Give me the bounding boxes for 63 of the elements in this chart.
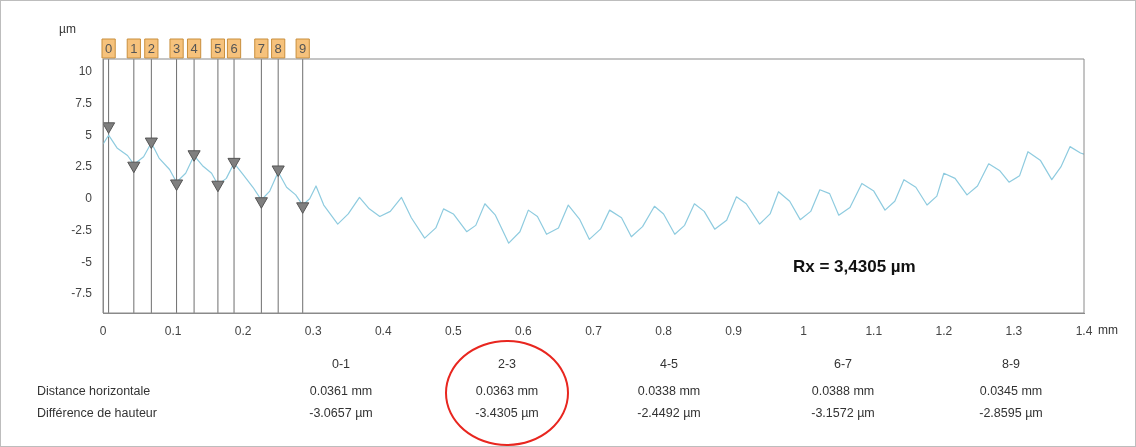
x-tick-label: 0.9 bbox=[725, 323, 743, 338]
x-tick-label: 0.2 bbox=[234, 323, 252, 338]
y-axis-title: µm bbox=[59, 22, 76, 36]
y-tick-label: 5 bbox=[85, 127, 93, 142]
x-tick-label: 0.3 bbox=[304, 323, 322, 338]
annotation: 6 bbox=[230, 40, 238, 56]
point bbox=[127, 161, 141, 174]
text: 0-1 bbox=[331, 357, 351, 371]
annotation: Rx = 3,4305 µm bbox=[793, 256, 916, 276]
text: 6-7 bbox=[833, 357, 853, 371]
text: Différence de hauteur bbox=[37, 406, 157, 420]
text: 0.0361 mm bbox=[309, 384, 373, 398]
x-tick-label: 1.4 bbox=[1075, 323, 1093, 338]
point bbox=[144, 137, 158, 150]
text: 0.0363 mm bbox=[475, 384, 539, 398]
text: 0.0345 mm bbox=[979, 384, 1043, 398]
text: 4-5 bbox=[659, 357, 679, 371]
annotation: 7 bbox=[257, 40, 265, 56]
annotation: 0 bbox=[104, 40, 113, 56]
y-tick-label: -7.5 bbox=[71, 286, 93, 301]
x-tick-label: 0.1 bbox=[164, 323, 182, 338]
point bbox=[187, 150, 201, 162]
point bbox=[296, 202, 310, 214]
text: 2-3 bbox=[497, 357, 517, 371]
x-tick-label: 1.2 bbox=[935, 323, 953, 338]
point bbox=[211, 180, 225, 193]
y-tick-label: 10 bbox=[78, 64, 93, 79]
annotation: 4 bbox=[190, 40, 198, 56]
text: -3.0657 µm bbox=[309, 406, 373, 420]
x-tick-label: 0.6 bbox=[515, 323, 533, 338]
x-tick-label: 0.7 bbox=[585, 323, 603, 338]
y-tick-label: 0 bbox=[85, 191, 93, 206]
point bbox=[227, 157, 241, 170]
annotation: 9 bbox=[299, 40, 307, 56]
y-tick-label: -2.5 bbox=[71, 222, 93, 237]
point bbox=[103, 122, 116, 134]
x-tick-label: 1.1 bbox=[865, 323, 883, 338]
annotation: 8 bbox=[274, 40, 282, 56]
x-tick-label: 0.5 bbox=[445, 323, 463, 338]
x-tick-label: 0.4 bbox=[374, 323, 392, 338]
x-tick-label: 1 bbox=[800, 323, 808, 338]
x-tick-label: 0 bbox=[99, 323, 107, 338]
text: 8-9 bbox=[1001, 357, 1021, 371]
x-axis-title: mm bbox=[1098, 323, 1118, 338]
y-tick-label: -5 bbox=[81, 254, 93, 269]
text: -2.4492 µm bbox=[637, 406, 701, 420]
point bbox=[271, 165, 285, 177]
text: -2.8595 µm bbox=[979, 406, 1043, 420]
annotation: 2 bbox=[147, 40, 155, 56]
annotation: 1 bbox=[130, 40, 138, 56]
point bbox=[170, 179, 184, 191]
x-tick-label: 0.8 bbox=[655, 323, 673, 338]
annotation: 5 bbox=[214, 40, 222, 56]
x-tick-label: 1.3 bbox=[1005, 323, 1023, 338]
text: Distance horizontale bbox=[37, 384, 151, 398]
text: 0.0338 mm bbox=[637, 384, 701, 398]
text: -3.4305 µm bbox=[475, 406, 539, 420]
text: 0.0388 mm bbox=[811, 384, 875, 398]
y-tick-label: 2.5 bbox=[75, 159, 93, 174]
annotation: 3 bbox=[172, 40, 181, 56]
y-tick-label: 7.5 bbox=[75, 95, 93, 110]
text: -3.1572 µm bbox=[811, 406, 875, 420]
point bbox=[254, 197, 268, 209]
